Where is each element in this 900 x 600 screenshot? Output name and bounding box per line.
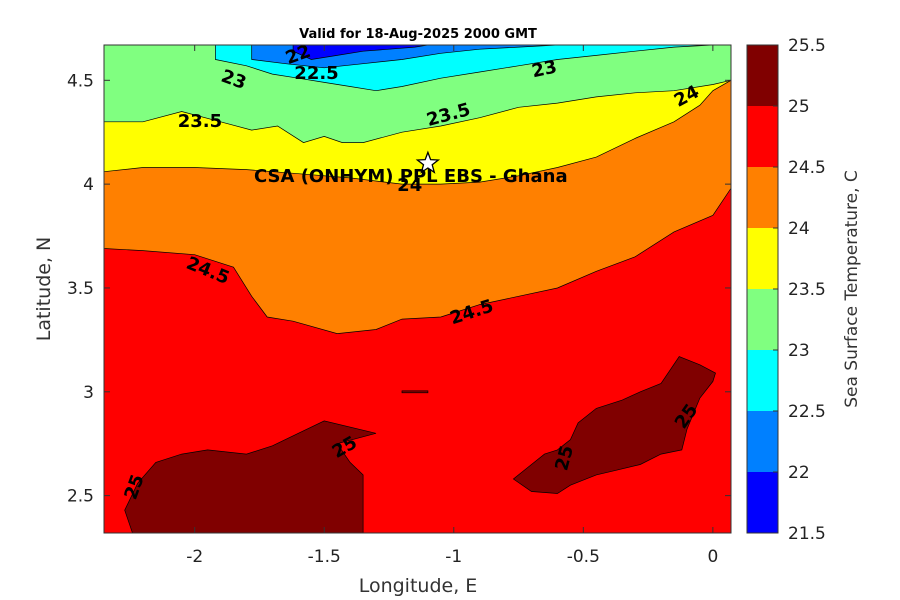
colorbar-tick-label: 22	[788, 463, 810, 483]
colorbar-tick-label: 23	[788, 341, 810, 361]
colorbar-segment-0	[747, 472, 778, 533]
x-tick-label: -1.5	[308, 547, 341, 567]
y-tick-label: 3	[83, 383, 94, 403]
colorbar-segment-7	[747, 45, 778, 106]
colorbar-segment-3	[747, 289, 778, 350]
plot-frame	[103, 44, 732, 534]
colorbar-label: Sea Surface Temperature, C	[842, 170, 862, 408]
contour-label-1: 22.5	[294, 63, 338, 84]
contour-band-6	[292, 45, 428, 60]
x-tick-label: 0	[707, 547, 718, 567]
contour-label-4: 23.5	[178, 111, 222, 132]
y-tick-label: 4	[83, 175, 94, 195]
colorbar-tick-label: 24	[788, 219, 810, 239]
colorbar-tick-label: 22.5	[788, 402, 826, 422]
colorbar-segment-1	[747, 411, 778, 472]
y-tick-label: 3.5	[67, 279, 94, 299]
contour-label-7: 24	[397, 175, 422, 196]
y-tick-label: 4.5	[67, 71, 94, 91]
colorbar-segment-2	[747, 350, 778, 411]
colorbar-tick-label: 25	[788, 97, 810, 117]
colorbar-tick-label: 25.5	[788, 36, 826, 56]
x-tick-label: -2	[186, 547, 203, 567]
x-tick-label: -1	[445, 547, 462, 567]
colorbar-tick-label: 21.5	[788, 524, 826, 544]
contour-label-3: 23	[530, 57, 559, 83]
contour-band-8	[512, 356, 716, 494]
colorbar-tick-label: 23.5	[788, 280, 826, 300]
x-axis-label: Longitude, E	[359, 575, 478, 597]
site-label: CSA (ONHYM) PPL EBS - Ghana	[254, 166, 568, 187]
contour-bands	[104, 45, 731, 533]
x-tick-label: -0.5	[567, 547, 600, 567]
colorbar-segment-6	[747, 106, 778, 167]
y-tick-label: 2.5	[67, 487, 94, 507]
contour-band-7	[124, 420, 377, 533]
colorbar-segment-4	[747, 228, 778, 289]
y-axis: 2.5 3 3.5 4 4.5	[67, 71, 731, 507]
site-star-icon	[415, 150, 441, 174]
contour-band-9	[401, 390, 429, 394]
chart-title: Valid for 18-Aug-2025 2000 GMT	[299, 27, 537, 42]
colorbar-segment-5	[747, 167, 778, 228]
x-axis: -2 -1.5 -1 -0.5 0	[186, 45, 718, 567]
colorbar-tick-label: 24.5	[788, 158, 826, 178]
y-axis-label: Latitude, N	[33, 237, 55, 342]
colorbar: 21.5 22 22.5 23 23.5 24 24.5 25 25.5	[746, 36, 826, 544]
